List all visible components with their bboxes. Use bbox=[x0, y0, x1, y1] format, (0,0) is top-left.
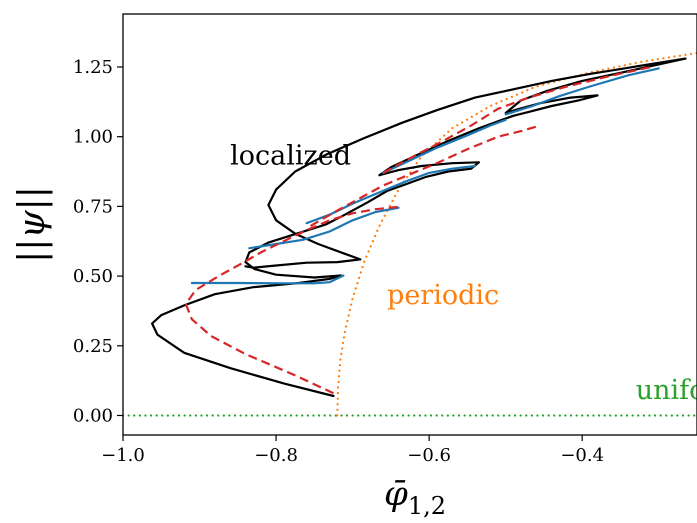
series-line-5 bbox=[305, 164, 477, 225]
series-line-2 bbox=[151, 57, 687, 398]
x-tick-label: −1.0 bbox=[101, 445, 145, 466]
y-tick-label: 0.50 bbox=[73, 266, 113, 287]
series-layer bbox=[121, 51, 697, 417]
y-axis: 0.00 0.25 0.50 0.75 1.00 1.25 bbox=[73, 57, 123, 426]
plot-frame bbox=[122, 13, 697, 436]
series-line-3 bbox=[190, 274, 345, 285]
y-tick-label: 1.25 bbox=[73, 57, 113, 78]
annotation-layer: localized periodic uniform bbox=[230, 141, 697, 406]
y-tick-label: 1.00 bbox=[73, 127, 113, 148]
series-line-6 bbox=[382, 118, 507, 174]
y-tick-label: 0.75 bbox=[73, 196, 113, 217]
series-line-9 bbox=[309, 124, 541, 227]
x-tick-label: −0.4 bbox=[560, 445, 604, 466]
annotation-2: uniform bbox=[636, 375, 697, 406]
series-line-7 bbox=[504, 67, 660, 116]
y-axis-title: ||ψ|| bbox=[12, 186, 53, 263]
y-tick-label: 0.25 bbox=[73, 336, 113, 357]
annotation-1: periodic bbox=[387, 280, 499, 311]
annotation-0: localized bbox=[230, 141, 351, 172]
y-tick-label: 0.00 bbox=[73, 405, 113, 426]
series-line-1 bbox=[336, 51, 697, 417]
x-axis-title: φ̄1,2 bbox=[384, 474, 446, 520]
x-tick-label: −0.8 bbox=[254, 445, 298, 466]
x-tick-label: −0.6 bbox=[407, 445, 451, 466]
series-line-8 bbox=[184, 205, 399, 395]
series-line-10 bbox=[382, 65, 652, 174]
x-axis: −1.0 −0.8 −0.6 −0.4 bbox=[101, 435, 604, 466]
